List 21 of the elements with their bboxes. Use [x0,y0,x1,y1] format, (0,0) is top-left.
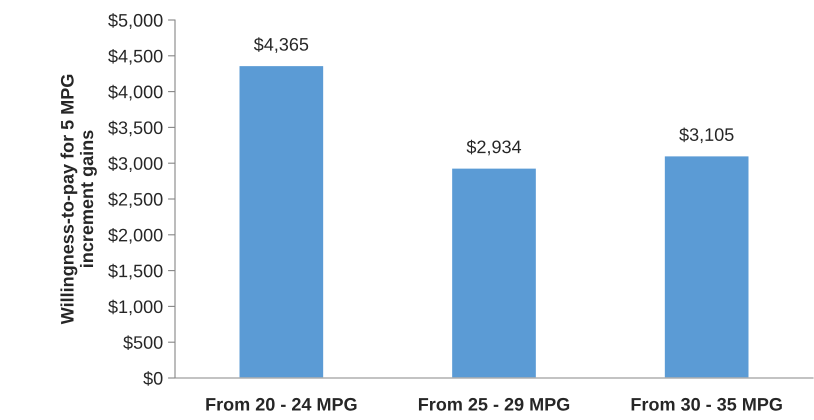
data-label: $2,934 [466,140,522,156]
data-label: $4,365 [254,37,308,53]
bar [238,64,325,378]
y-axis-title: Willingness-to-pay for 5 MPG increment gains [60,74,97,324]
y-tick-label: $4,500 [108,48,162,65]
x-tick-label: From 30 - 35 MPG [632,398,782,411]
x-tick-label: From 25 - 29 MPG [418,398,570,411]
y-tick-label: $1,500 [108,264,162,280]
y-tick-label: $3,000 [108,156,162,172]
y-tick-label: $5,000 [108,13,162,29]
bar [450,167,538,378]
x-tick-label: From 20 - 24 MPG [206,398,356,411]
y-tick-label: $2,500 [108,192,162,208]
data-label: $3,105 [679,127,734,144]
y-tick-label: $1,000 [108,300,162,316]
y-tick-label: $0 [143,371,162,386]
y-tick-label: $4,000 [108,84,162,100]
y-tick-label: $3,500 [108,120,162,136]
y-tick-label: $500 [123,335,162,350]
bar [663,154,750,378]
y-tick-label: $2,000 [108,228,162,244]
